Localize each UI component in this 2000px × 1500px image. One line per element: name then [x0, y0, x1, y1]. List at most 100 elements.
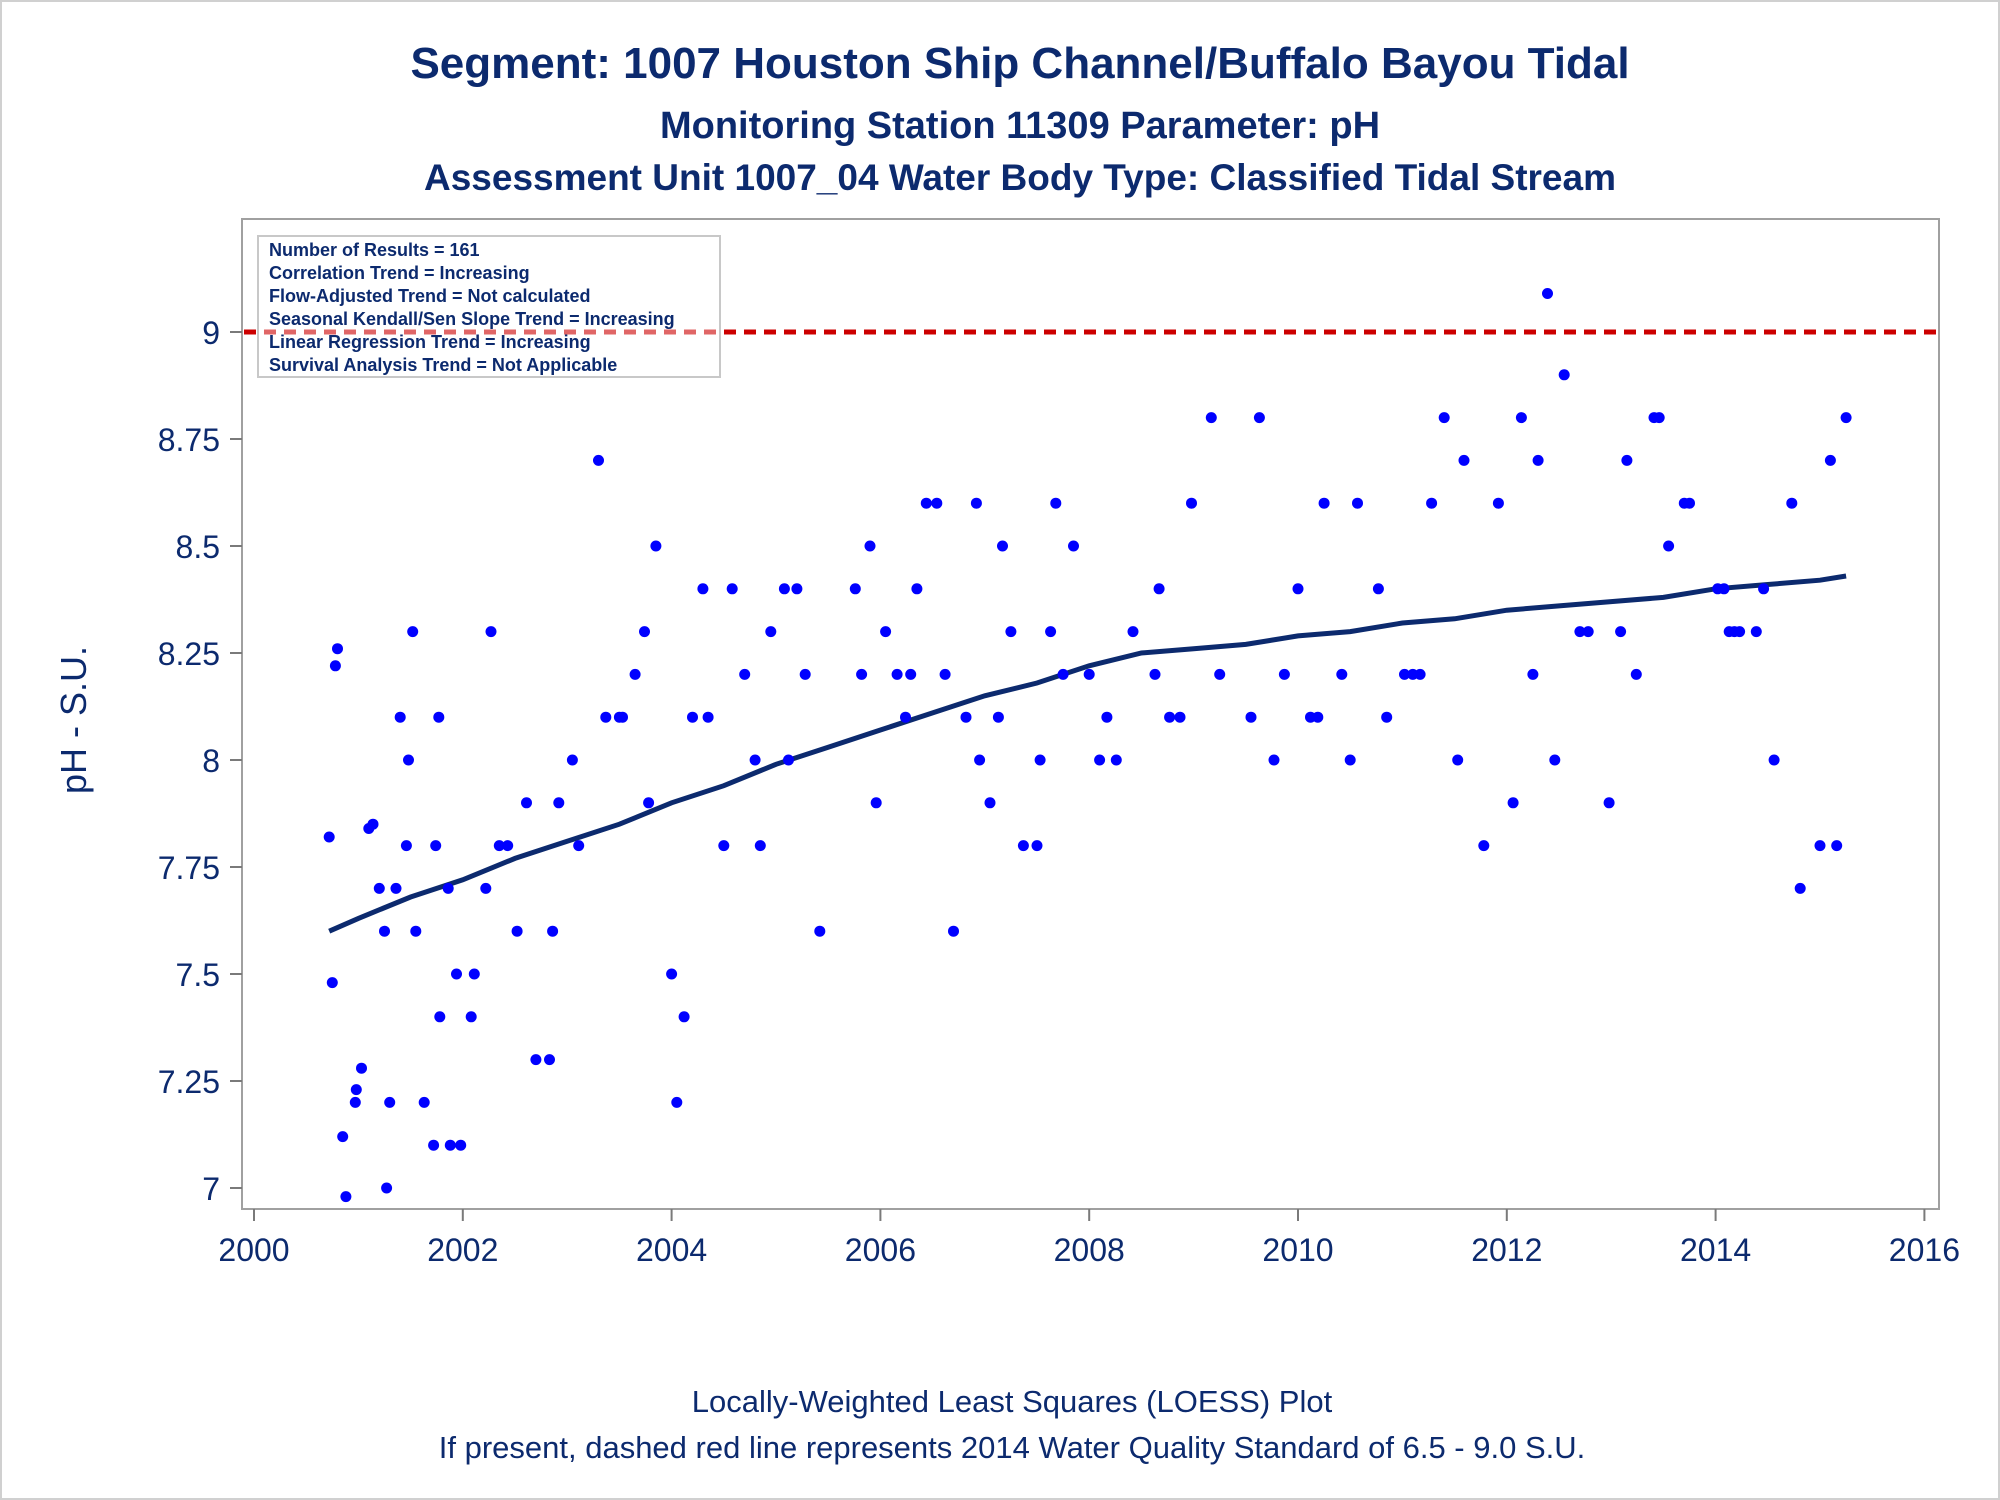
data-point: [418, 1096, 430, 1108]
data-point: [1492, 497, 1504, 509]
data-point: [754, 840, 766, 852]
inset-line: Seasonal Kendall/Sen Slope Trend = Incre…: [269, 309, 675, 329]
data-point: [1268, 754, 1280, 766]
data-point: [1653, 412, 1665, 424]
data-point: [666, 968, 678, 980]
data-point: [433, 711, 445, 723]
data-point: [970, 497, 982, 509]
data-point: [1068, 540, 1079, 552]
data-point: [1426, 497, 1438, 509]
data-point: [1336, 668, 1348, 680]
data-point: [948, 925, 959, 937]
data-point: [544, 1054, 555, 1066]
data-point: [1663, 540, 1675, 552]
data-point: [1621, 454, 1633, 466]
data-point: [1840, 412, 1852, 424]
data-point: [1399, 668, 1410, 680]
data-point: [329, 660, 341, 672]
data-point: [1372, 583, 1384, 595]
data-point: [1438, 412, 1450, 424]
data-point: [1205, 412, 1217, 424]
data-point: [900, 711, 911, 723]
data-point: [650, 540, 662, 552]
data-point: [465, 1011, 477, 1023]
data-point: [1214, 668, 1226, 680]
data-point: [430, 840, 442, 852]
data-point: [1057, 668, 1069, 680]
data-point: [974, 754, 986, 766]
x-tick-label: 2000: [218, 1232, 289, 1268]
stats-inset: Number of Results = 161 Correlation Tren…: [257, 235, 721, 378]
data-point: [984, 797, 996, 809]
data-point: [1278, 668, 1290, 680]
data-point: [1174, 711, 1186, 723]
data-point: [480, 882, 492, 894]
data-point: [1186, 497, 1197, 509]
loess-curve: [328, 573, 1847, 934]
data-point: [349, 1096, 361, 1108]
chart-subtitle-1: Monitoring Station 11309 Parameter: pH: [660, 105, 1380, 147]
data-point: [600, 711, 612, 723]
data-point: [629, 668, 641, 680]
x-tick-label: 2006: [845, 1232, 916, 1268]
data-point: [521, 797, 532, 809]
y-tick-label: 8.75: [158, 422, 220, 458]
data-point: [1786, 497, 1798, 509]
data-point: [1245, 711, 1257, 723]
footer-line-1: Locally-Weighted Least Squares (LOESS) P…: [692, 1384, 1333, 1419]
data-point: [356, 1062, 367, 1074]
data-point: [468, 968, 480, 980]
data-point: [1031, 840, 1043, 852]
data-point: [1824, 454, 1836, 466]
data-point: [1515, 412, 1527, 424]
data-point: [1153, 583, 1165, 595]
data-point: [444, 1139, 456, 1151]
data-point: [1527, 668, 1539, 680]
chart-title: Segment: 1007 Houston Ship Channel/Buffa…: [410, 39, 1629, 88]
data-point: [992, 711, 1004, 723]
data-point: [400, 840, 412, 852]
data-point: [870, 797, 882, 809]
data-point: [783, 754, 794, 766]
data-point: [367, 818, 379, 830]
data-point: [749, 754, 761, 766]
data-point: [1542, 288, 1553, 299]
y-tick-label: 7: [202, 1171, 220, 1207]
data-point: [1344, 754, 1356, 766]
data-point: [428, 1139, 440, 1151]
data-point: [1164, 711, 1176, 723]
data-point: [1630, 668, 1642, 680]
data-point: [410, 925, 422, 937]
data-point: [739, 668, 751, 680]
data-point: [350, 1084, 362, 1096]
data-point: [340, 1191, 352, 1203]
x-tick-label: 2016: [1889, 1232, 1960, 1268]
data-point: [373, 882, 385, 894]
data-point: [1083, 668, 1095, 680]
plot-area-border: [241, 218, 1940, 1210]
chart-subtitle-2: Assessment Unit 1007_04 Water Body Type:…: [424, 157, 1616, 198]
data-point: [1549, 754, 1561, 766]
data-point: [856, 668, 868, 680]
axis-ticks: 2000 2002 2004 2006 2008 2010 2012 2014 2016 7 7.2…: [158, 315, 1960, 1268]
data-point: [1750, 626, 1762, 638]
data-point: [1831, 840, 1843, 852]
y-tick-label: 9: [202, 315, 220, 351]
data-point: [1005, 626, 1017, 638]
data-point: [697, 583, 709, 595]
data-point: [799, 668, 811, 680]
data-point: [765, 626, 777, 638]
data-point: [1768, 754, 1780, 766]
data-point: [326, 977, 338, 989]
data-point: [1094, 754, 1106, 766]
data-point: [332, 643, 343, 655]
data-point: [931, 497, 943, 509]
data-point: [390, 882, 402, 894]
data-point: [511, 925, 523, 937]
data-point: [849, 583, 861, 595]
data-point: [593, 454, 604, 466]
inset-line: Linear Regression Trend = Increasing: [269, 332, 591, 352]
data-point: [530, 1054, 542, 1066]
data-point: [1758, 583, 1770, 595]
